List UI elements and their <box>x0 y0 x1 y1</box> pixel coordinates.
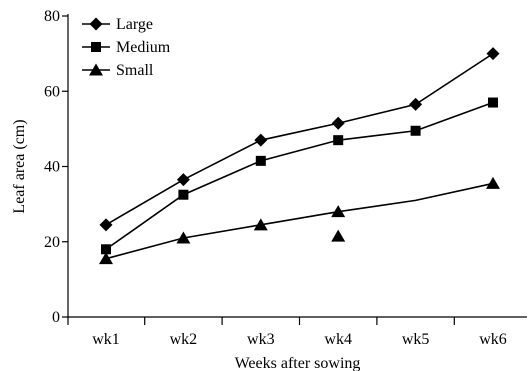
data-point-small <box>176 231 191 244</box>
series-line-large <box>105 52 494 226</box>
data-point-large <box>409 97 423 111</box>
legend-label: Medium <box>116 39 171 56</box>
x-tick-label: wk6 <box>479 331 507 348</box>
data-point-medium <box>255 155 266 166</box>
x-tick-label: wk2 <box>170 331 198 348</box>
y-tick-label: 40 <box>44 159 60 176</box>
data-point-large <box>331 116 345 130</box>
legend-marker-medium <box>91 42 101 52</box>
y-axis-label: Leaf area (cm) <box>11 119 28 213</box>
axes: 0 20 40 60 80 wk1 wk2 wk3 wk4 wk5 wk6 <box>44 8 527 348</box>
series-line-small <box>105 182 494 260</box>
data-point-small <box>486 176 500 189</box>
legend-item-large: Large <box>82 16 153 33</box>
x-tick-label: wk4 <box>324 331 352 348</box>
data-point-small <box>253 218 268 231</box>
data-point-medium <box>333 135 344 146</box>
legend-label: Large <box>116 16 153 33</box>
data-point-small-extra <box>331 229 346 242</box>
y-tick-label: 20 <box>44 234 60 251</box>
y-tick-label: 0 <box>52 309 60 326</box>
data-point-large <box>176 173 190 187</box>
data-point-large <box>486 47 500 61</box>
data-point-large <box>254 133 268 147</box>
data-point-medium <box>101 244 111 255</box>
series-large <box>99 47 500 232</box>
y-tick-label: 80 <box>44 8 60 25</box>
legend-marker-small <box>89 63 103 76</box>
x-axis-label: Weeks after sowing <box>235 355 361 371</box>
data-point-small <box>99 252 113 265</box>
legend-item-medium: Medium <box>82 39 171 56</box>
data-point-medium <box>488 97 498 108</box>
x-tick-label: wk5 <box>402 331 430 348</box>
legend-item-small: Small <box>82 62 154 79</box>
x-tick-label: wk1 <box>92 331 120 348</box>
data-point-medium <box>410 125 421 136</box>
series-line-medium <box>105 101 494 250</box>
x-tick-label: wk3 <box>247 331 275 348</box>
series-medium <box>101 97 498 255</box>
legend: Large Medium Small <box>82 16 171 79</box>
legend-marker-large <box>89 17 103 31</box>
series-small <box>99 176 500 265</box>
data-point-large <box>99 218 113 232</box>
series-layer <box>99 47 500 265</box>
y-tick-label: 60 <box>44 83 60 100</box>
legend-label: Small <box>116 62 154 79</box>
data-point-medium <box>178 189 189 200</box>
data-point-small <box>331 205 346 218</box>
